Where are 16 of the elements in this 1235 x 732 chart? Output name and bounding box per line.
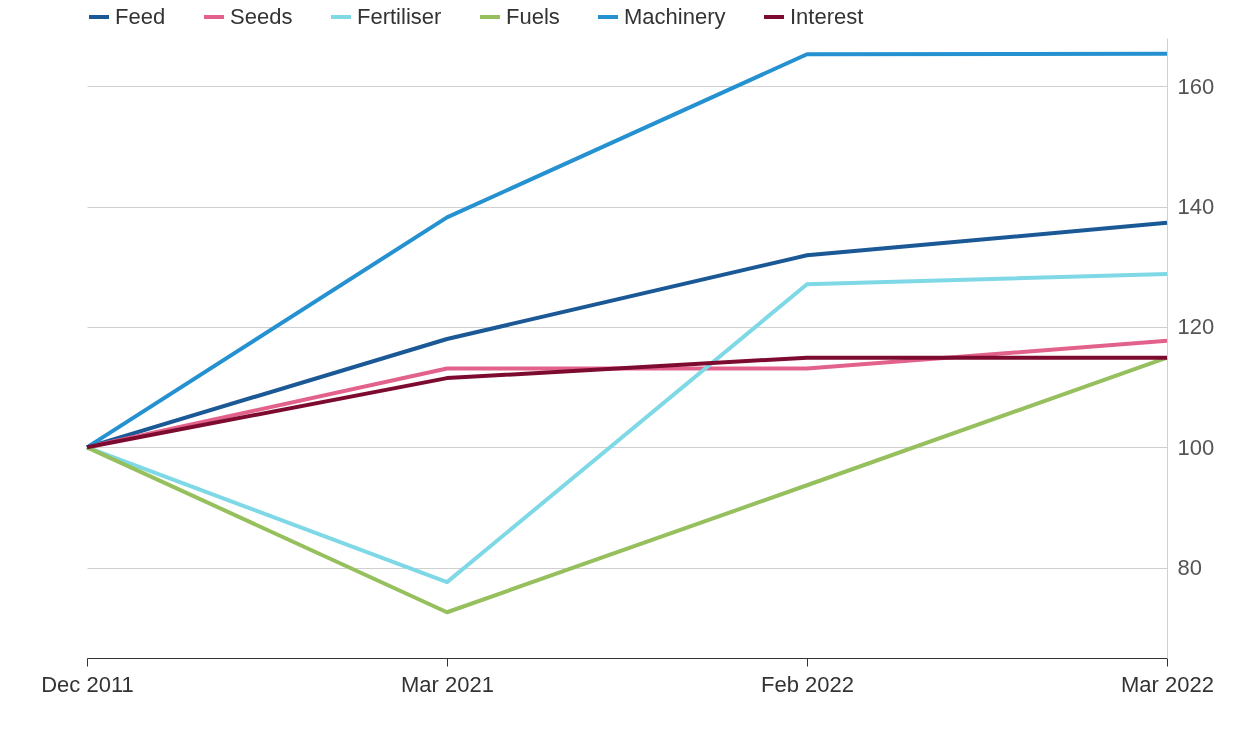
legend-label: Seeds (230, 4, 293, 29)
y-tick-label: 120 (1177, 314, 1215, 340)
x-tick-label: Dec 2011 (41, 671, 134, 697)
legend-label: Fertiliser (357, 4, 442, 29)
x-tick-label: Mar 2021 (401, 671, 494, 697)
legend-label: Interest (790, 4, 864, 29)
x-tick-label: Feb 2022 (761, 671, 854, 697)
legend-label: Feed (115, 4, 166, 29)
y-tick-label: 100 (1177, 434, 1215, 460)
y-tick-label: 80 (1177, 555, 1202, 581)
line-series (85, 51, 1169, 450)
legend-label: Machinery (624, 4, 726, 29)
y-tick-label: 160 (1177, 73, 1215, 99)
x-tick-label: Mar 2022 (1121, 671, 1214, 697)
y-tick-label: 140 (1177, 194, 1215, 220)
legend-label: Fuels (506, 4, 560, 29)
